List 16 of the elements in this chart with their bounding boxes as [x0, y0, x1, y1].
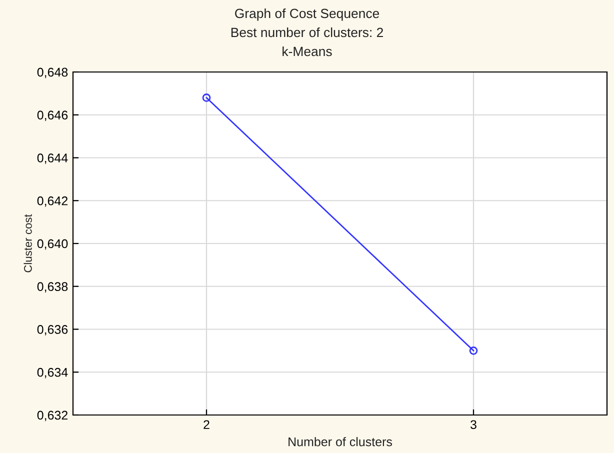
y-axis-title: Cluster cost — [24, 214, 32, 272]
text: k-Means — [282, 46, 332, 56]
y-tick-label: 0,642 — [37, 196, 68, 207]
x-tick-label: 3 — [470, 420, 476, 430]
y-tick-label: 0,648 — [37, 68, 68, 78]
y-tick-label: 0,640 — [37, 239, 68, 250]
chart-title: Graph of Cost Sequence — [235, 8, 380, 21]
x-tick-label: 2 — [204, 420, 210, 429]
y-tick-label: 0,644 — [37, 154, 68, 164]
y-tick-label: 0,646 — [37, 110, 68, 122]
x-axis-title: Number of clusters — [288, 437, 392, 446]
y-tick-label: 0,636 — [37, 325, 68, 336]
y-tick-label: 0,638 — [37, 282, 68, 293]
y-tick-label: 0,632 — [37, 410, 68, 422]
chart-subtitle: Best number of clusters: 2 — [231, 27, 383, 38]
y-tick-label: 0,634 — [37, 368, 68, 378]
